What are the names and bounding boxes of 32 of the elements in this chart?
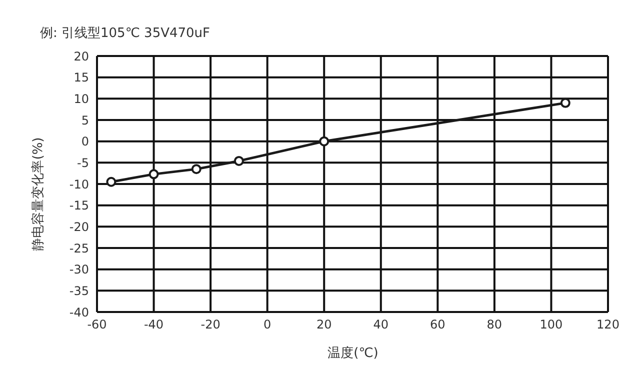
x-tick-label: -20 (200, 318, 220, 332)
y-tick-label: 10 (74, 92, 89, 106)
y-tick-label: -5 (77, 156, 89, 170)
point (148, 169, 159, 180)
y-tick-label: -15 (69, 198, 89, 213)
point (560, 98, 570, 108)
point (234, 156, 244, 166)
y-tick-label: -10 (69, 177, 89, 192)
y-tick-label: -30 (69, 262, 89, 277)
x-tick-label: 0 (264, 318, 272, 332)
y-tick-label: -20 (69, 220, 89, 234)
point (106, 176, 116, 187)
point (319, 136, 330, 146)
y-tick-label: 0 (81, 134, 89, 149)
x-axis-title: 温度(℃) (326, 345, 380, 362)
point (191, 164, 202, 174)
x-tick-label: 80 (486, 318, 502, 332)
y-tick-label: 5 (81, 113, 89, 128)
x-tick-label: -40 (144, 318, 164, 332)
x-tick-label: 100 (540, 318, 563, 332)
x-tick-label: 40 (373, 318, 389, 332)
y-tick-label: 20 (74, 49, 89, 64)
x-tick-label: 120 (596, 318, 620, 332)
x-tick-label: 60 (430, 318, 446, 332)
y-tick-label: -35 (69, 284, 89, 298)
y-tick-label: -25 (69, 241, 89, 256)
y-tick-label: 15 (74, 70, 89, 85)
x-tick-label: 20 (316, 318, 332, 332)
chart-title: 例: 引线型105℃ 35V470uF (40, 25, 210, 42)
y-axis-title: 静电容量变化率(%) (30, 137, 47, 251)
x-tick-label: -60 (87, 318, 107, 332)
y-tick-label: -40 (69, 305, 89, 320)
